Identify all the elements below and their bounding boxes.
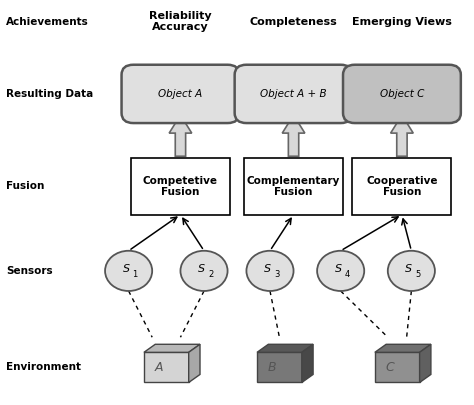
Text: Object C: Object C (380, 89, 424, 99)
Text: Achievements: Achievements (6, 17, 89, 26)
FancyBboxPatch shape (121, 65, 239, 123)
Text: Object A + B: Object A + B (260, 89, 327, 99)
Polygon shape (144, 344, 200, 352)
Text: 5: 5 (415, 271, 420, 279)
Text: S: S (198, 264, 205, 274)
Text: Reliability
Accuracy: Reliability Accuracy (149, 11, 212, 32)
Text: Cooperative
Fusion: Cooperative Fusion (366, 176, 438, 197)
Text: Complementary
Fusion: Complementary Fusion (247, 176, 340, 197)
Text: 3: 3 (274, 271, 279, 279)
Text: S: S (405, 264, 412, 274)
Text: 1: 1 (133, 271, 138, 279)
Text: S: S (335, 264, 342, 274)
Text: Completeness: Completeness (250, 17, 337, 26)
Text: Environment: Environment (6, 362, 81, 373)
Polygon shape (189, 344, 200, 382)
Text: 4: 4 (345, 271, 350, 279)
Ellipse shape (317, 251, 364, 291)
Ellipse shape (246, 251, 293, 291)
Text: A: A (155, 361, 163, 374)
Ellipse shape (181, 251, 228, 291)
Polygon shape (419, 344, 431, 382)
FancyBboxPatch shape (244, 158, 343, 215)
FancyBboxPatch shape (343, 65, 461, 123)
Polygon shape (391, 115, 413, 156)
Text: Resulting Data: Resulting Data (6, 89, 93, 99)
Text: C: C (385, 361, 394, 374)
FancyBboxPatch shape (353, 158, 451, 215)
Text: Emerging Views: Emerging Views (352, 17, 452, 26)
Text: S: S (123, 264, 130, 274)
FancyBboxPatch shape (235, 65, 353, 123)
Polygon shape (375, 344, 431, 352)
Polygon shape (257, 352, 302, 382)
Polygon shape (257, 344, 313, 352)
Polygon shape (302, 344, 313, 382)
Polygon shape (144, 352, 189, 382)
Text: Sensors: Sensors (6, 266, 53, 276)
Polygon shape (169, 115, 192, 156)
Text: Object A: Object A (158, 89, 202, 99)
Text: 2: 2 (208, 271, 213, 279)
Text: Fusion: Fusion (6, 181, 45, 192)
Text: B: B (268, 361, 276, 374)
Ellipse shape (105, 251, 152, 291)
Polygon shape (375, 352, 419, 382)
Text: S: S (264, 264, 271, 274)
Ellipse shape (388, 251, 435, 291)
FancyBboxPatch shape (131, 158, 230, 215)
Text: Competetive
Fusion: Competetive Fusion (143, 176, 218, 197)
Polygon shape (282, 115, 305, 156)
